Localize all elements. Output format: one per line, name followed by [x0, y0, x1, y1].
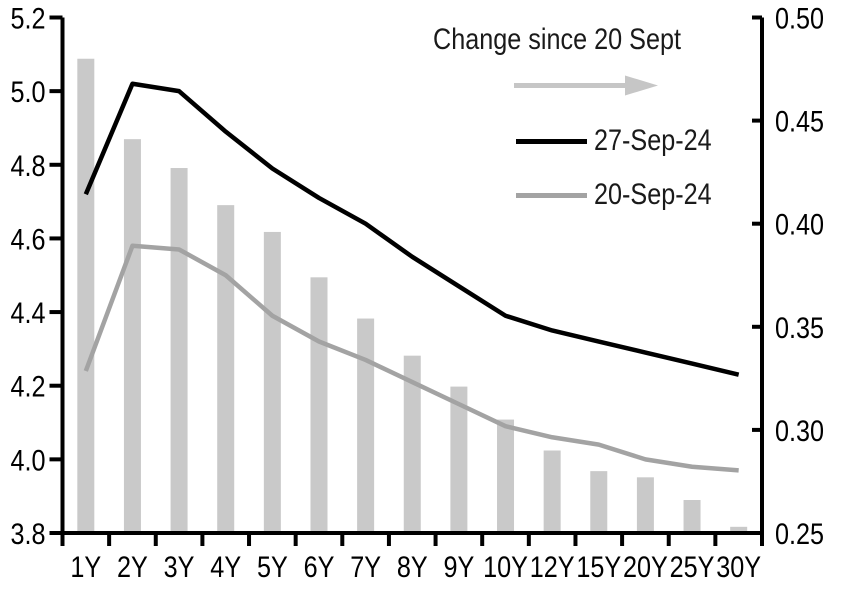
bar-series-change-since-20-sept — [77, 58, 748, 534]
bar-2Y — [123, 139, 141, 533]
axis-tick-label: 5.2 — [10, 1, 45, 35]
axis-tick-label: 4.0 — [10, 443, 45, 477]
axis-tick-label: 10Y — [483, 550, 528, 584]
axis-tick-label: 4.6 — [10, 222, 45, 256]
bar-30Y — [730, 526, 748, 533]
axis-tick-label: 5Y — [257, 550, 288, 584]
axis-tick-label: 20Y — [623, 550, 668, 584]
axis-tick-label: 15Y — [576, 550, 621, 584]
axis-tick-label: 4.8 — [10, 149, 45, 183]
axis-tick-label: 0.45 — [775, 105, 824, 139]
bar-20Y — [636, 477, 654, 533]
axis-tick-label: 9Y — [443, 550, 474, 584]
axis-tick-label: 0.30 — [775, 414, 824, 448]
axis-tick-label: 0.35 — [775, 311, 824, 345]
bar-10Y — [497, 419, 515, 533]
axis-tick-label: 4Y — [210, 550, 241, 584]
axis-tick-label: 8Y — [397, 550, 428, 584]
bar-5Y — [263, 231, 281, 533]
line-series-20-sep-24 — [83, 243, 739, 473]
axis-tick-label: 3.8 — [10, 517, 45, 551]
bar-8Y — [403, 355, 421, 533]
axis-tick-label: 0.50 — [775, 1, 824, 35]
axis-tick-label: 4.2 — [10, 370, 45, 404]
axis-tick-label: 6Y — [304, 550, 335, 584]
bar-6Y — [310, 277, 328, 533]
line-series-27-sep-24 — [83, 81, 740, 377]
axis-tick-label: 0.40 — [775, 208, 824, 242]
axis-tick-label: 2Y — [117, 550, 148, 584]
bar-7Y — [357, 318, 375, 533]
axis-tick-label: 1Y — [70, 550, 101, 584]
bar-25Y — [683, 500, 701, 533]
axis-tick-label: 4.4 — [10, 296, 45, 330]
axis-tick-label: 5.0 — [10, 75, 45, 109]
bar-12Y — [543, 450, 561, 533]
axes — [49, 15, 764, 546]
bar-1Y — [77, 58, 95, 534]
bar-4Y — [217, 205, 235, 533]
bar-9Y — [450, 386, 468, 533]
bar-15Y — [590, 471, 608, 533]
axis-tick-label: 0.25 — [775, 517, 824, 551]
axis-tick-label: 30Y — [716, 550, 761, 584]
axis-tick-label: 7Y — [350, 550, 381, 584]
axis-tick-label: 25Y — [670, 550, 715, 584]
axis-tick-label: 3Y — [164, 550, 195, 584]
bar-3Y — [170, 168, 188, 533]
axis-tick-label: 12Y — [530, 550, 575, 584]
